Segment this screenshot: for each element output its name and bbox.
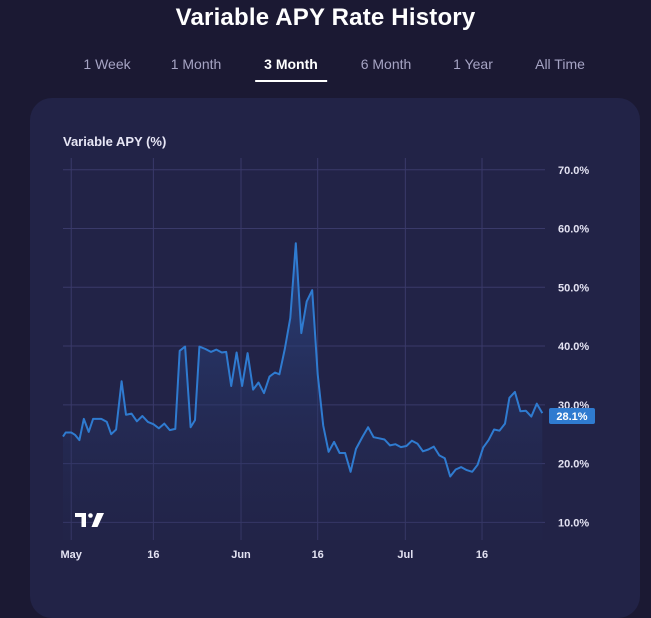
series-area [63,243,543,540]
current-value-badge [549,407,595,424]
tab-3-month[interactable]: 3 Month [255,54,327,82]
y-tick-label: 20.0% [558,459,589,471]
x-tick-label: 16 [476,549,488,561]
tab-1-month[interactable]: 1 Month [170,56,222,72]
y-tick-label: 70.0% [558,165,589,177]
apy-chart[interactable]: 10.0%20.0%30.0%40.0%50.0%60.0%70.0% May 1… [0,0,651,597]
x-tick-label: Jul [397,549,413,561]
x-tick-label: Jun [231,549,251,561]
y-tick-label: 10.0% [558,517,589,529]
time-range-tabs: 1 Week 1 Month 3 Month 6 Month 1 Year Al… [0,54,651,84]
tab-1-year[interactable]: 1 Year [453,56,493,72]
current-value-label: 28.1% [556,411,587,423]
x-tick-label: 16 [147,549,159,561]
page-title: Variable APY Rate History [175,4,476,31]
chart-y-label: Variable APY (%) [63,134,167,149]
y-tick-label: 60.0% [558,224,589,236]
y-tick-label: 50.0% [558,282,589,294]
x-tick-label: 16 [312,549,324,561]
tab-all-time[interactable]: All Time [535,56,585,72]
tradingview-logo-icon [75,513,104,527]
y-tick-label: 40.0% [558,341,589,353]
tab-1-week[interactable]: 1 Week [83,56,131,72]
tab-6-month[interactable]: 6 Month [360,56,412,72]
x-tick-label: May [61,549,83,561]
series-line [62,242,544,478]
